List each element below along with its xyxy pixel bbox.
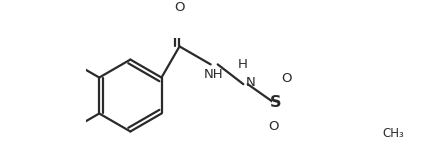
Text: O: O (174, 1, 185, 14)
Text: H: H (237, 58, 247, 71)
Text: N: N (246, 76, 256, 89)
Text: O: O (281, 72, 292, 85)
Text: O: O (268, 120, 279, 133)
Text: CH₃: CH₃ (382, 127, 404, 140)
Text: S: S (270, 95, 282, 110)
Text: NH: NH (204, 68, 223, 81)
